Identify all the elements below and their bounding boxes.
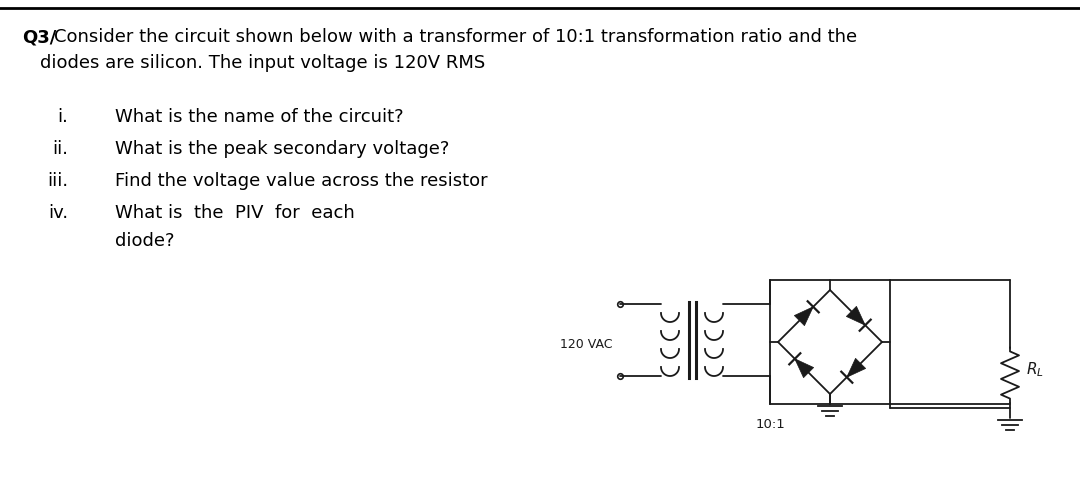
Polygon shape <box>847 358 866 377</box>
Text: Find the voltage value across the resistor: Find the voltage value across the resist… <box>114 172 488 190</box>
Text: diode?: diode? <box>114 232 175 250</box>
Text: Consider the circuit shown below with a transformer of 10:1 transformation ratio: Consider the circuit shown below with a … <box>54 28 858 46</box>
Text: Q3/: Q3/ <box>22 28 56 46</box>
Text: 120 VAC: 120 VAC <box>561 338 613 351</box>
Text: i.: i. <box>57 108 68 126</box>
Polygon shape <box>847 306 865 325</box>
Text: iv.: iv. <box>48 204 68 222</box>
Text: What is the name of the circuit?: What is the name of the circuit? <box>114 108 404 126</box>
Polygon shape <box>795 307 813 326</box>
Text: What is the peak secondary voltage?: What is the peak secondary voltage? <box>114 140 449 158</box>
Text: What is  the  PIV  for  each: What is the PIV for each <box>114 204 354 222</box>
Text: ii.: ii. <box>52 140 68 158</box>
Text: diodes are silicon. The input voltage is 120V RMS: diodes are silicon. The input voltage is… <box>40 54 485 72</box>
Text: iii.: iii. <box>46 172 68 190</box>
Text: $R_L$: $R_L$ <box>1026 360 1044 380</box>
Polygon shape <box>795 359 813 378</box>
Text: 10:1: 10:1 <box>755 418 785 431</box>
